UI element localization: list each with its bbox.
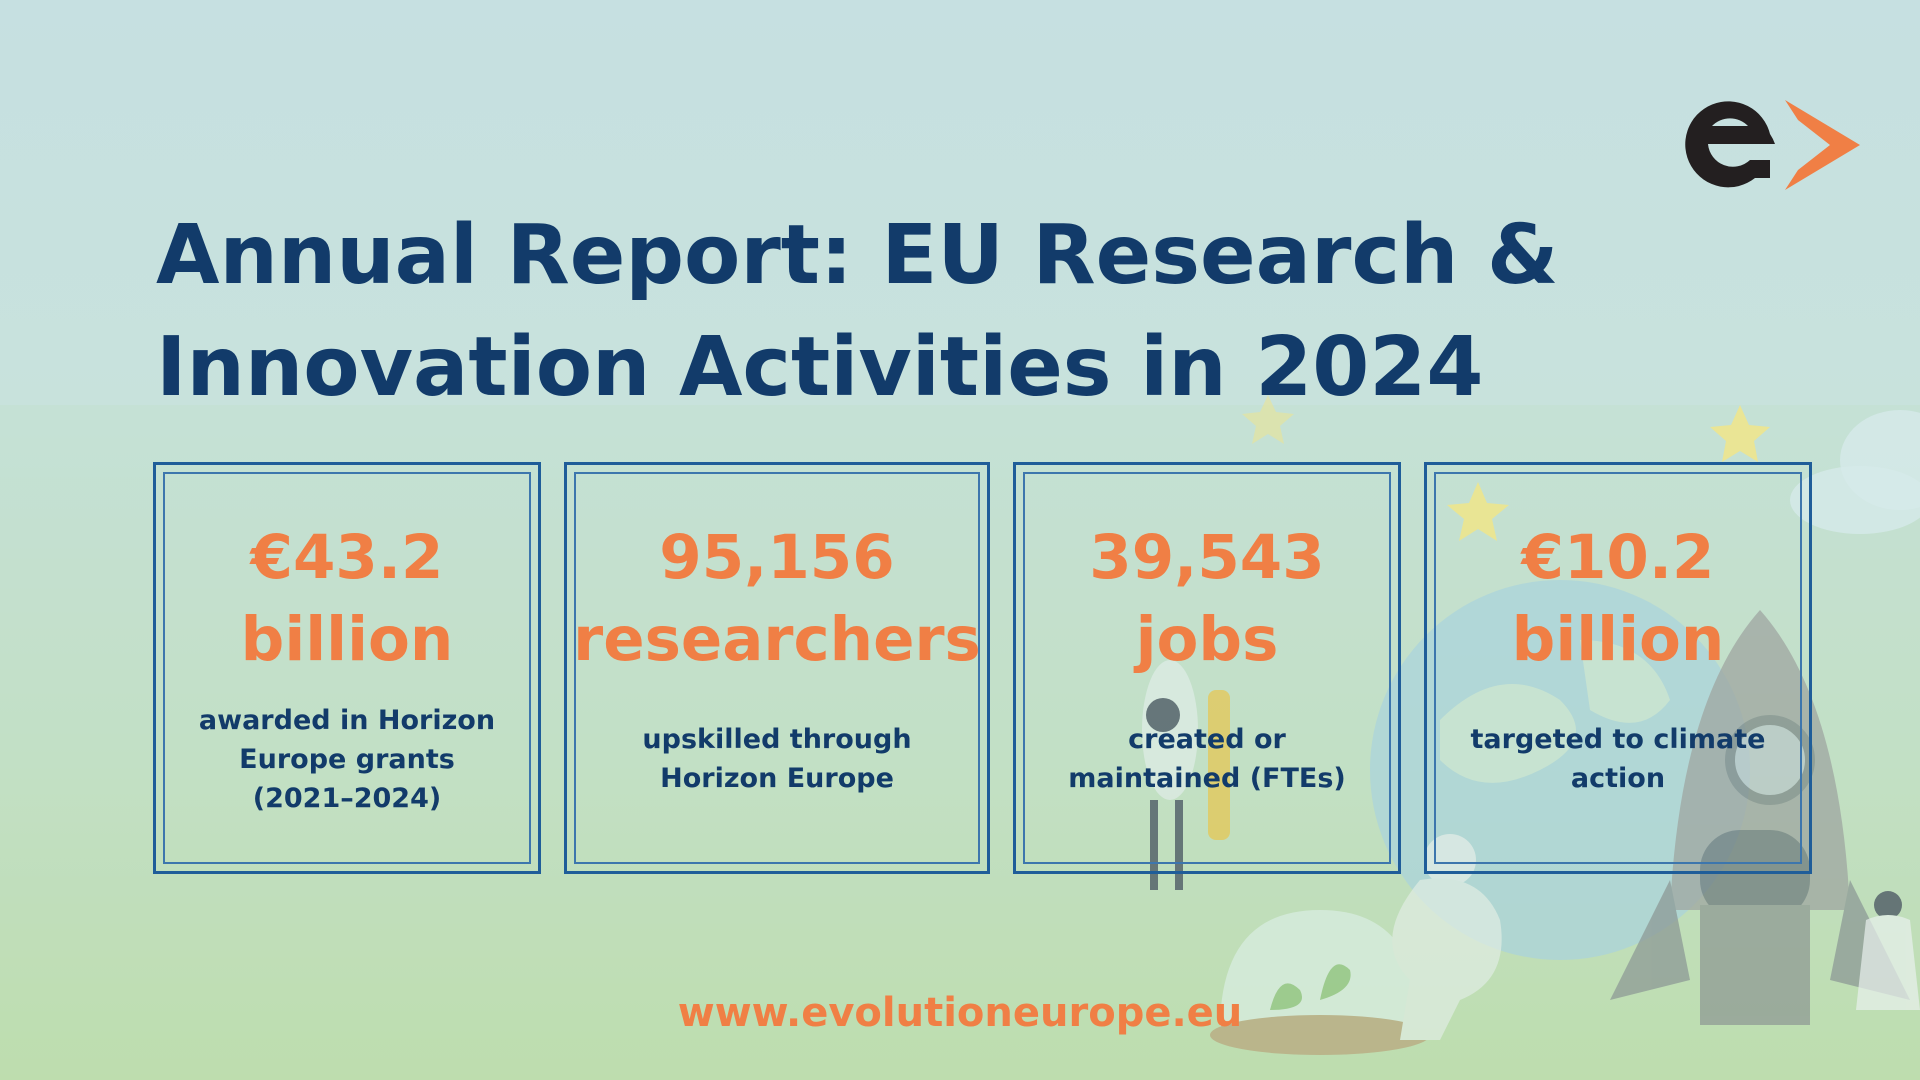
stat-card-jobs: 39,543 jobs created or maintained (FTEs) bbox=[1013, 462, 1401, 874]
stat-value: €10.2 billion bbox=[1512, 517, 1725, 681]
stat-unit: researchers bbox=[573, 604, 981, 675]
stat-unit: billion bbox=[240, 604, 454, 675]
stat-card-researchers: 95,156 researchers upskilled through Hor… bbox=[564, 462, 990, 874]
stat-description: targeted to climate action bbox=[1470, 724, 1766, 794]
stat-value: 39,543 jobs bbox=[1089, 517, 1324, 681]
scientist-illustration bbox=[1142, 660, 1230, 890]
stat-number: €43.2 bbox=[250, 522, 444, 593]
stat-card-grants: €43.2 billion awarded in Horizon Europe … bbox=[153, 462, 541, 874]
stat-value: €43.2 billion bbox=[241, 517, 454, 681]
footer-url[interactable]: www.evolutioneurope.eu bbox=[677, 990, 1243, 1036]
star-icon bbox=[1242, 395, 1770, 541]
stat-number: 95,156 bbox=[659, 522, 895, 593]
stat-description: awarded in Horizon Europe grants (2021–2… bbox=[198, 704, 496, 814]
stat-number: €10.2 bbox=[1521, 522, 1715, 593]
stat-unit: jobs bbox=[1135, 604, 1279, 675]
stat-value: 95,156 researchers bbox=[573, 517, 981, 681]
stat-unit: billion bbox=[1511, 604, 1725, 675]
stat-description: upskilled through Horizon Europe bbox=[642, 724, 912, 794]
rocket-illustration bbox=[1610, 610, 1910, 1025]
stat-card-climate: €10.2 billion targeted to climate action bbox=[1424, 462, 1812, 874]
evolution-europe-logo bbox=[1685, 100, 1860, 190]
page-title: Annual Report: EU Research & Innovation … bbox=[156, 208, 1559, 415]
stat-number: 39,543 bbox=[1089, 522, 1325, 593]
stat-description: created or maintained (FTEs) bbox=[1068, 724, 1346, 794]
astronaut-illustration bbox=[1210, 834, 1502, 1055]
